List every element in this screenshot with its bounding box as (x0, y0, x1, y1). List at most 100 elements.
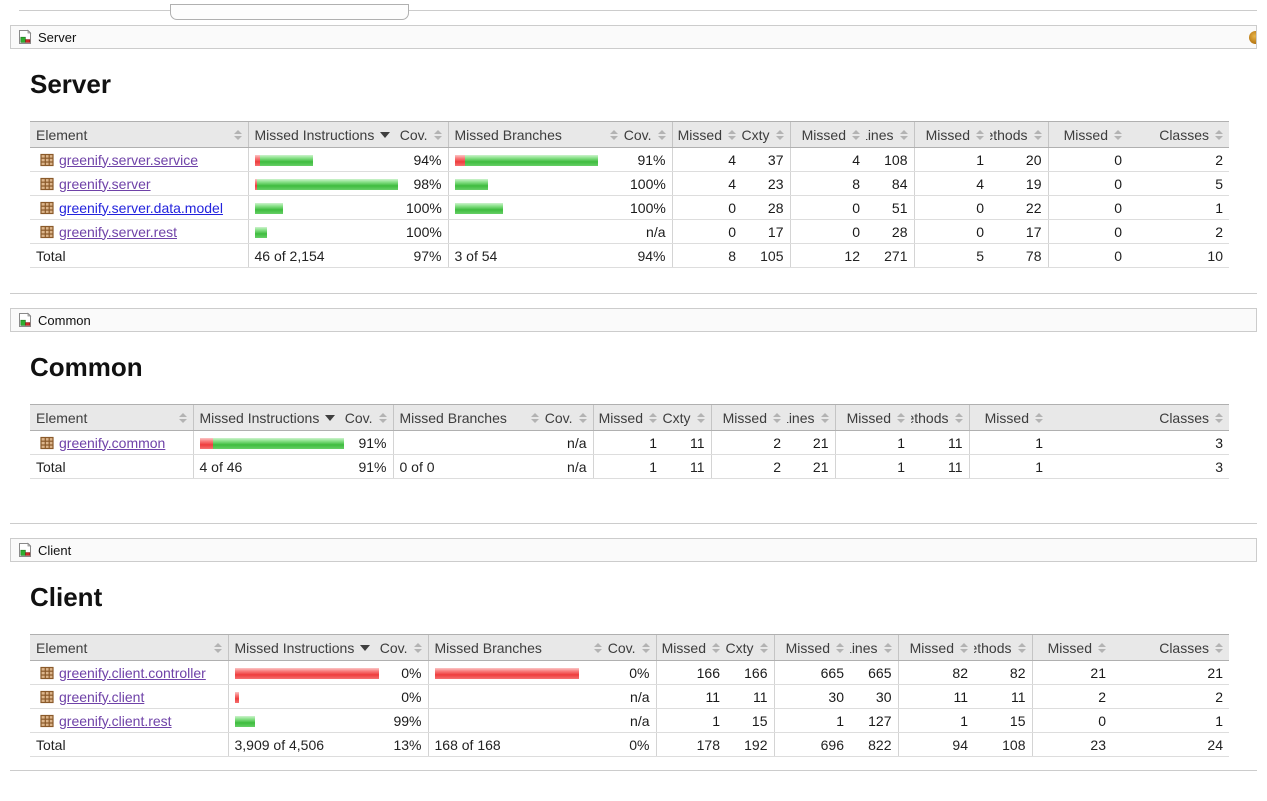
column-header-missed[interactable]: Missed (671, 121, 742, 148)
section-divider (19, 10, 1257, 11)
cell-value: 0 (671, 195, 742, 220)
table-row: greenify.common 91% n/a 1 11 2 21 1 11 1 3 (30, 430, 1229, 455)
column-header-missed[interactable]: Missed (789, 121, 866, 148)
column-header-missed[interactable]: Missed (897, 634, 974, 661)
column-header-cxty[interactable]: Cxty (663, 404, 711, 431)
total-row: Total 3,909 of 4,506 13% 168 of 168 0% 178 192… (30, 732, 1229, 757)
table-row: greenify.server 98% 100% 4 23 8 84 4 19 0 5 (30, 171, 1229, 196)
cell-missed-branches-bar (447, 195, 624, 220)
column-header-missed-instructions[interactable]: Missed Instructions (247, 121, 400, 148)
column-header-label: Element (36, 639, 88, 656)
column-header-cxty[interactable]: Cxty (726, 634, 774, 661)
column-header-missed[interactable]: Missed (968, 404, 1049, 431)
page-title: Common (30, 352, 143, 382)
column-header-lines[interactable]: Lines (787, 404, 835, 431)
cell-instruction-coverage: 98% (400, 171, 448, 196)
sort-arrows-icon (773, 412, 781, 423)
column-header-missed-branches[interactable]: Missed Branches (427, 634, 608, 661)
column-header-missed[interactable]: Missed (834, 404, 911, 431)
package-link[interactable]: greenify.client.rest (59, 712, 172, 729)
cell-value: 84 (866, 171, 914, 196)
column-header-missed-branches[interactable]: Missed Branches (447, 121, 624, 148)
cell-value: 665 (850, 660, 898, 685)
cell-branch-coverage: n/a (545, 430, 593, 455)
column-header-cov-[interactable]: Cov. (608, 634, 656, 661)
column-header-missed[interactable]: Missed (1047, 121, 1128, 148)
column-header-cov-[interactable]: Cov. (400, 121, 448, 148)
column-header-cov-[interactable]: Cov. (545, 404, 593, 431)
cell-value: 8 (789, 171, 866, 196)
sort-arrows-icon (1114, 129, 1122, 140)
column-header-missed[interactable]: Missed (773, 634, 850, 661)
package-link[interactable]: greenify.server.service (59, 151, 199, 168)
column-header-element[interactable]: Element (30, 634, 228, 661)
cell-value: 1 (655, 708, 726, 733)
column-header-cov-[interactable]: Cov. (380, 634, 428, 661)
sort-arrows-icon (233, 129, 242, 140)
cell-value: 2 (1112, 684, 1229, 709)
package-icon (40, 201, 54, 215)
cell-value: 3 (1049, 430, 1229, 455)
column-header-missed-instructions[interactable]: Missed Instructions (192, 404, 345, 431)
column-header-label: Missed (661, 639, 706, 656)
total-row: Total 4 of 46 91% 0 of 0 n/a 1 11 2 21 1 11 1 3 (30, 454, 1229, 479)
cell-value: 665 (773, 660, 850, 685)
package-link[interactable]: greenify.common (59, 434, 166, 451)
cell-value: 2 (1031, 684, 1112, 709)
column-header-cxty[interactable]: Cxty (742, 121, 790, 148)
cell-value: 0 (671, 219, 742, 244)
sort-arrows-icon (960, 642, 968, 653)
column-header-methods[interactable]: Methods (974, 634, 1032, 661)
section-client: Client Client Element Missed Instructions… (0, 538, 1267, 757)
cell-instruction-coverage: 100% (400, 219, 448, 244)
column-header-label: Missed Branches (454, 126, 562, 143)
cell-missed-branches-bar (392, 430, 545, 455)
column-header-methods[interactable]: Methods (990, 121, 1048, 148)
column-header-classes[interactable]: Classes (1049, 404, 1229, 431)
package-link[interactable]: greenify.client (59, 688, 145, 705)
cell-branch-coverage: n/a (608, 708, 656, 733)
cell-instruction-coverage: 0% (380, 660, 428, 685)
package-link[interactable]: greenify.server.rest (59, 223, 178, 240)
coverage-report-icon (17, 312, 33, 328)
package-icon (40, 714, 54, 728)
total-value: 10 (1128, 243, 1229, 268)
cell-value: 22 (990, 195, 1048, 220)
coverage-bar-instructions (254, 179, 398, 191)
column-header-classes[interactable]: Classes (1112, 634, 1229, 661)
sort-arrows-icon (883, 642, 892, 653)
table-row: greenify.server.data.model 100% 100% 0 28 0 51… (30, 195, 1229, 220)
package-link[interactable]: greenify.server.data.model (59, 199, 223, 216)
cell-value: 0 (789, 219, 866, 244)
column-header-missed[interactable]: Missed (913, 121, 990, 148)
column-header-cov-[interactable]: Cov. (345, 404, 393, 431)
total-instruction-coverage: 97% (400, 243, 448, 268)
cell-missed-instructions-bar (192, 430, 345, 455)
column-header-lines[interactable]: Lines (850, 634, 898, 661)
package-icon (40, 177, 54, 191)
column-header-missed[interactable]: Missed (592, 404, 663, 431)
column-header-missed-branches[interactable]: Missed Branches (392, 404, 545, 431)
column-header-missed[interactable]: Missed (710, 404, 787, 431)
cell-value: 11 (897, 684, 974, 709)
sessions-icon-fragment[interactable] (1249, 31, 1256, 44)
column-header-element[interactable]: Element (30, 121, 248, 148)
column-header-cov-[interactable]: Cov. (624, 121, 672, 148)
cell-value: 20 (990, 147, 1048, 172)
column-header-missed-instructions[interactable]: Missed Instructions (227, 634, 380, 661)
cell-value: 1 (773, 708, 850, 733)
column-header-missed[interactable]: Missed (655, 634, 726, 661)
cell-value: 21 (1112, 660, 1229, 685)
column-header-missed[interactable]: Missed (1031, 634, 1112, 661)
cell-value: 30 (773, 684, 850, 709)
column-header-label: Lines (866, 126, 894, 143)
header-row: Element Missed Instructions Cov. Missed Bra… (30, 121, 1229, 148)
column-header-lines[interactable]: Lines (866, 121, 914, 148)
package-link[interactable]: greenify.server (59, 175, 151, 192)
column-header-methods[interactable]: Methods (911, 404, 969, 431)
cell-value: 0 (913, 219, 990, 244)
column-header-classes[interactable]: Classes (1128, 121, 1229, 148)
package-link[interactable]: greenify.client.controller (59, 664, 206, 681)
column-header-element[interactable]: Element (30, 404, 193, 431)
cell-value: 11 (911, 430, 969, 455)
